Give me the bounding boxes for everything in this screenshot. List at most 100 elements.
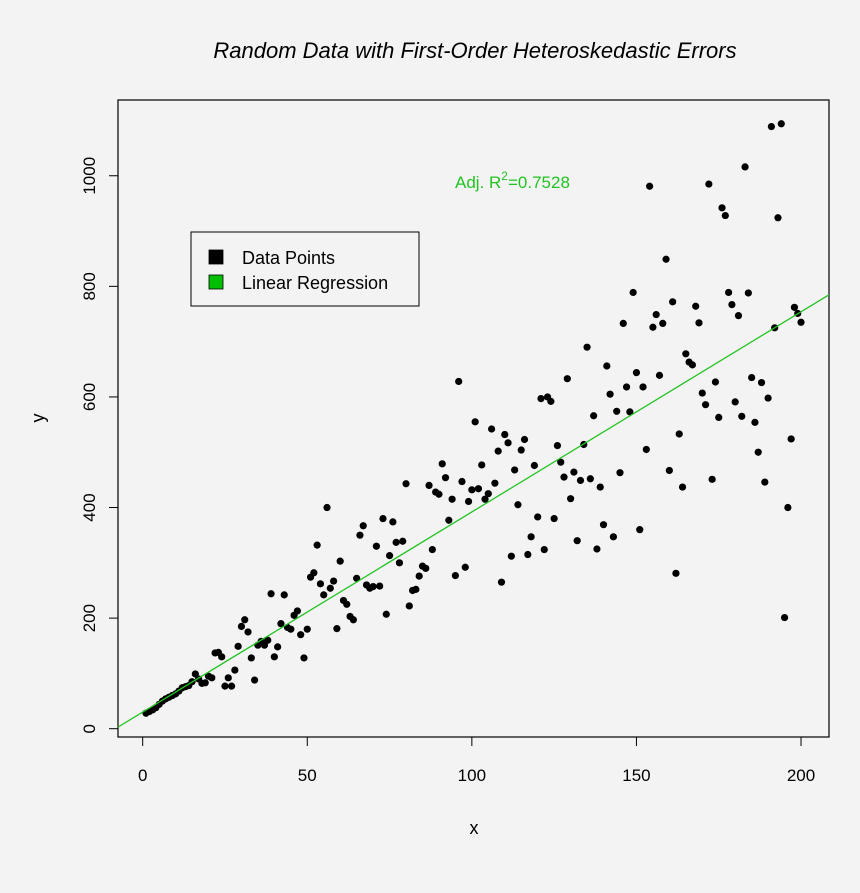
data-point-137 xyxy=(593,545,601,553)
data-point-131 xyxy=(573,537,581,545)
data-point-71 xyxy=(376,582,384,590)
data-point-194 xyxy=(780,613,789,622)
data-point-106 xyxy=(491,479,499,487)
data-point-20 xyxy=(208,674,216,682)
data-point-74 xyxy=(385,552,394,560)
data-point-177 xyxy=(725,288,733,297)
data-point-140 xyxy=(603,362,611,370)
data-point-38 xyxy=(267,590,275,598)
data-point-61 xyxy=(343,600,351,608)
data-point-33 xyxy=(251,676,259,684)
data-point-53 xyxy=(316,580,325,588)
data-point-47 xyxy=(297,631,305,639)
y-tick-label-0: 0 xyxy=(80,724,99,733)
data-point-155 xyxy=(652,310,660,319)
data-point-117 xyxy=(527,533,535,541)
annotation-value: =0.7528 xyxy=(508,173,570,192)
regression-line xyxy=(117,294,830,728)
data-point-186 xyxy=(754,448,762,456)
legend-box xyxy=(190,231,420,307)
x-tick-label-50: 50 xyxy=(298,766,317,785)
data-point-57 xyxy=(330,577,338,585)
y-tick-label-400: 400 xyxy=(80,493,99,521)
data-point-153 xyxy=(646,182,654,190)
data-point-185 xyxy=(751,418,759,426)
data-point-111 xyxy=(507,552,515,560)
y-axis-label: y xyxy=(28,414,48,423)
data-point-192 xyxy=(774,214,782,222)
data-point-193 xyxy=(777,120,785,128)
data-point-101 xyxy=(474,485,483,493)
data-point-134 xyxy=(583,343,591,351)
data-point-79 xyxy=(402,480,410,488)
data-point-125 xyxy=(553,441,562,450)
data-point-40 xyxy=(274,643,282,651)
data-point-41 xyxy=(277,620,285,628)
data-point-149 xyxy=(632,369,641,377)
data-point-99 xyxy=(468,486,476,494)
data-point-72 xyxy=(379,514,387,523)
data-point-174 xyxy=(715,413,723,421)
data-point-48 xyxy=(300,654,308,662)
adj-r2-annotation: Adj. R2=0.7528 xyxy=(455,169,570,192)
data-point-46 xyxy=(293,607,301,615)
data-point-160 xyxy=(669,298,677,306)
data-point-132 xyxy=(576,476,585,485)
data-point-184 xyxy=(748,373,756,382)
y-tick-label-1000: 1000 xyxy=(80,157,99,195)
data-point-32 xyxy=(247,654,255,662)
data-point-63 xyxy=(349,616,357,624)
data-point-85 xyxy=(422,564,430,572)
data-point-124 xyxy=(550,514,558,523)
data-point-52 xyxy=(313,541,321,549)
data-point-139 xyxy=(599,521,608,529)
data-point-180 xyxy=(734,312,743,320)
data-point-142 xyxy=(609,533,617,541)
y-tick-label-600: 600 xyxy=(80,383,99,411)
data-point-76 xyxy=(392,538,400,546)
data-point-73 xyxy=(382,610,390,618)
legend-label-linear-regression: Linear Regression xyxy=(242,273,388,293)
data-point-44 xyxy=(287,625,295,633)
axis-ticks: 0 50 100 150 200 0 200 400 600 800 1000 xyxy=(80,157,815,785)
data-point-158 xyxy=(662,255,670,263)
data-point-172 xyxy=(708,475,716,483)
data-point-145 xyxy=(619,319,627,327)
data-point-66 xyxy=(359,522,367,530)
annotation-superscript: 2 xyxy=(501,169,508,183)
data-point-94 xyxy=(451,571,459,580)
data-point-96 xyxy=(458,477,466,486)
data-point-91 xyxy=(441,474,450,482)
data-point-154 xyxy=(649,323,657,331)
data-point-25 xyxy=(224,674,232,682)
legend-swatch-data-points xyxy=(208,249,224,265)
data-point-179 xyxy=(731,398,739,406)
data-point-159 xyxy=(665,466,673,475)
data-point-82 xyxy=(412,585,420,593)
data-point-114 xyxy=(517,446,525,454)
data-point-187 xyxy=(757,378,766,387)
data-point-95 xyxy=(455,377,463,386)
data-point-116 xyxy=(524,550,532,559)
data-point-189 xyxy=(764,394,772,402)
data-point-37 xyxy=(264,636,272,644)
data-point-49 xyxy=(303,625,311,633)
data-point-93 xyxy=(448,495,456,503)
data-point-69 xyxy=(369,582,377,591)
data-point-135 xyxy=(586,475,594,483)
data-point-24 xyxy=(221,682,229,690)
data-point-56 xyxy=(326,584,334,592)
data-point-86 xyxy=(425,481,433,490)
data-point-190 xyxy=(767,122,775,131)
data-point-168 xyxy=(695,319,703,327)
data-point-115 xyxy=(520,435,529,444)
data-point-23 xyxy=(218,653,226,661)
data-point-171 xyxy=(705,180,713,188)
data-point-112 xyxy=(511,466,519,474)
data-point-138 xyxy=(596,483,604,491)
x-tick-label-0: 0 xyxy=(138,766,147,785)
data-point-109 xyxy=(501,430,509,439)
data-point-39 xyxy=(270,653,278,661)
data-point-83 xyxy=(415,572,423,580)
data-point-170 xyxy=(701,401,710,409)
